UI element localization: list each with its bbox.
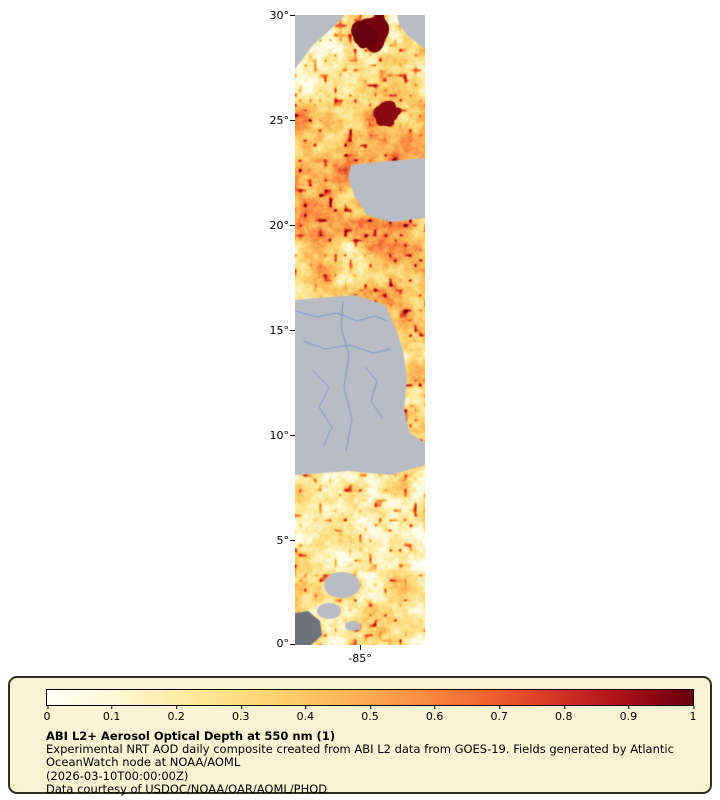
colorbar-tick-label: 0.4 xyxy=(296,706,315,723)
y-axis-tick xyxy=(290,225,295,226)
y-axis-tick xyxy=(290,330,295,331)
y-axis-tick xyxy=(290,15,295,16)
colorbar-tick-label: 0.9 xyxy=(619,706,638,723)
aod-map-canvas xyxy=(295,15,425,645)
colorbar-tick-label: 0.3 xyxy=(232,706,250,723)
colorbar-tick-label: 1 xyxy=(689,706,697,723)
x-axis-tick xyxy=(360,645,361,650)
y-axis-tick xyxy=(290,644,295,645)
y-axis-tick-label: 0° xyxy=(276,637,290,650)
colorbar-tick-label: 0.2 xyxy=(167,706,185,723)
colorbar-tick-labels: 0 0.1 0.2 0.3 0.4 0.5 0.6 0.7 0.8 0.9 1 xyxy=(43,706,697,724)
colorbar-tick-label: 0.1 xyxy=(102,706,121,723)
colorbar-tick-label: 0.8 xyxy=(555,706,573,723)
y-axis-tick-label: 5° xyxy=(276,534,290,547)
y-axis-tick-label: 10° xyxy=(269,429,290,442)
y-axis-tick xyxy=(290,540,295,541)
y-axis-tick xyxy=(290,120,295,121)
y-axis-tick-label: 25° xyxy=(269,114,290,127)
colorbar-tick-label: 0.5 xyxy=(361,706,379,723)
y-axis-tick-label: 30° xyxy=(269,9,290,22)
legend-title: ABI L2+ Aerosol Optical Depth at 550 nm … xyxy=(46,729,336,743)
y-axis-tick-label: 20° xyxy=(269,219,290,232)
colorbar-tick-label: 0.6 xyxy=(425,706,444,723)
colorbar-legend-panel: 0 0.1 0.2 0.3 0.4 0.5 0.6 0.7 0.8 0.9 1 … xyxy=(8,676,712,796)
y-axis-tick-label: 15° xyxy=(269,324,290,337)
colorbar-tick-label: 0 xyxy=(43,706,51,723)
x-axis-tick-label: -85° xyxy=(348,652,372,665)
y-axis-tick xyxy=(290,435,295,436)
legend-credit: Data courtesy of USDOC/NOAA/OAR/AOML/PHO… xyxy=(46,782,328,796)
legend-description: Experimental NRT AOD daily composite cre… xyxy=(46,742,674,769)
colorbar-tick-label: 0.7 xyxy=(490,706,508,723)
legend-timestamp: (2026-03-10T00:00:00Z) xyxy=(46,769,189,783)
map-plot: 30° 25° 20° 15° 10° 5° 0° -85° xyxy=(269,9,425,665)
colorbar-canvas xyxy=(46,689,694,706)
